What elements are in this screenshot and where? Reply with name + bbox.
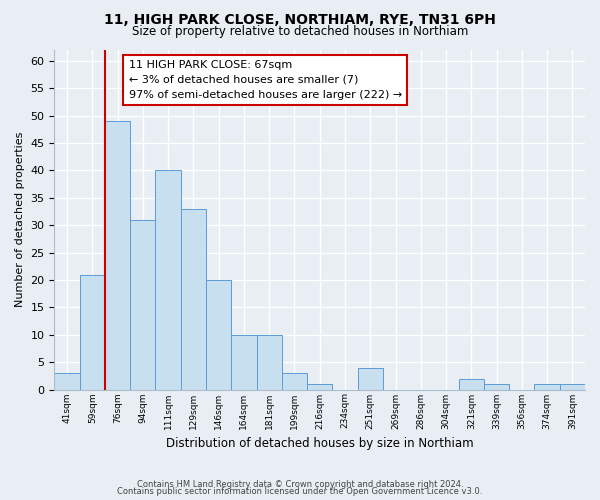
Bar bbox=[55, 373, 80, 390]
Text: Contains HM Land Registry data © Crown copyright and database right 2024.: Contains HM Land Registry data © Crown c… bbox=[137, 480, 463, 489]
Bar bbox=[80, 274, 105, 390]
Text: 11, HIGH PARK CLOSE, NORTHIAM, RYE, TN31 6PH: 11, HIGH PARK CLOSE, NORTHIAM, RYE, TN31… bbox=[104, 12, 496, 26]
Y-axis label: Number of detached properties: Number of detached properties bbox=[15, 132, 25, 308]
X-axis label: Distribution of detached houses by size in Northiam: Distribution of detached houses by size … bbox=[166, 437, 473, 450]
Bar bbox=[105, 121, 130, 390]
Bar bbox=[458, 378, 484, 390]
Bar bbox=[535, 384, 560, 390]
Bar bbox=[130, 220, 155, 390]
Text: 11 HIGH PARK CLOSE: 67sqm
← 3% of detached houses are smaller (7)
97% of semi-de: 11 HIGH PARK CLOSE: 67sqm ← 3% of detach… bbox=[128, 60, 402, 100]
Bar bbox=[206, 280, 231, 390]
Bar bbox=[155, 170, 181, 390]
Bar bbox=[307, 384, 332, 390]
Bar bbox=[231, 335, 257, 390]
Bar bbox=[560, 384, 585, 390]
Text: Contains public sector information licensed under the Open Government Licence v3: Contains public sector information licen… bbox=[118, 488, 482, 496]
Text: Size of property relative to detached houses in Northiam: Size of property relative to detached ho… bbox=[132, 24, 468, 38]
Bar bbox=[484, 384, 509, 390]
Bar bbox=[257, 335, 282, 390]
Bar bbox=[282, 373, 307, 390]
Bar bbox=[358, 368, 383, 390]
Bar bbox=[181, 209, 206, 390]
